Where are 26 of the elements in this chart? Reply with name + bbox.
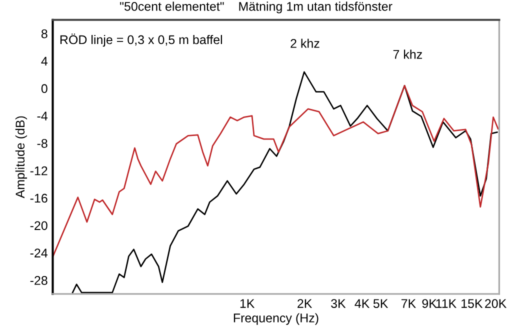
y-tick-label: 4 xyxy=(41,56,48,66)
x-tick-label: 3K xyxy=(331,299,346,308)
y-tick-label: 0 xyxy=(41,84,48,94)
x-tick-label: 11K xyxy=(436,299,456,308)
x-tick-label: 4K xyxy=(354,299,370,308)
x-tick-label: 7K xyxy=(401,299,416,308)
x-tick-label: 5K xyxy=(373,299,388,308)
y-tick-label: -28 xyxy=(30,276,48,285)
annotation: RÖD linje = 0,3 x 0,5 m baffel xyxy=(60,34,222,47)
x-tick-label: 2K xyxy=(298,299,312,308)
x-tick-label: 20K xyxy=(485,299,507,308)
y-tick-label: -24 xyxy=(30,248,48,258)
chart-title: "50cent elementet" Mätning 1m utan tidsfönster xyxy=(120,2,392,14)
x-tick-label: 9K xyxy=(422,299,437,308)
y-tick-label: -20 xyxy=(30,221,48,230)
y-tick-label: -16 xyxy=(30,194,48,203)
y-tick-label: -12 xyxy=(30,166,48,176)
y-tick-label: 8 xyxy=(41,29,48,38)
y-axis-title: Amplitude (dB) xyxy=(15,116,28,198)
y-tick-label: -4 xyxy=(37,112,48,120)
x-tick-label: 15K xyxy=(462,299,483,308)
annotation: 7 khz xyxy=(393,50,422,59)
x-tick-label: 1K xyxy=(240,299,255,308)
y-tick-label: -8 xyxy=(37,138,48,148)
x-axis-title: Frequency (Hz) xyxy=(234,313,318,325)
annotation: 2 khz xyxy=(290,38,320,48)
